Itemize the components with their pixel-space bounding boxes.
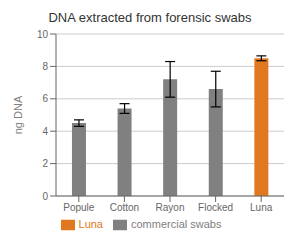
html-text:DNA extracted from forensic sw: DNA extracted from forensic swabs [48, 10, 252, 25]
svg-text:2: 2 [42, 158, 48, 169]
svg-text:8: 8 [42, 61, 48, 72]
svg-text:10: 10 [37, 29, 49, 40]
svg-text:Popule: Popule [63, 202, 95, 213]
svg-text:4: 4 [42, 126, 48, 137]
svg-text:0: 0 [42, 191, 48, 202]
html-text:commercial swabs: commercial swabs [131, 218, 222, 230]
html-text:Luna: Luna [78, 218, 103, 230]
svg-text:Rayon: Rayon [156, 202, 185, 213]
svg-text:6: 6 [42, 93, 48, 104]
svg-text:Cotton: Cotton [110, 202, 139, 213]
svg-text:Flocked: Flocked [198, 202, 233, 213]
svg-text:Luna: Luna [250, 202, 273, 213]
svg-text:ng DNA: ng DNA [12, 95, 24, 134]
